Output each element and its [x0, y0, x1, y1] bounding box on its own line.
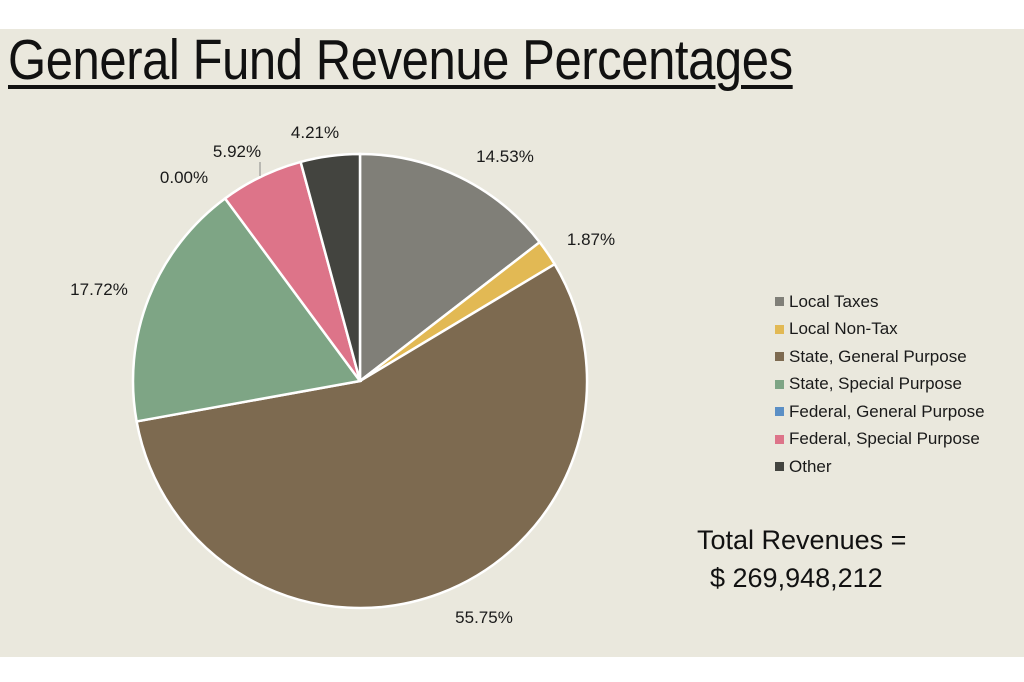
legend-swatch: [775, 379, 784, 389]
legend-swatch: [775, 462, 784, 472]
legend-swatch: [775, 297, 784, 307]
legend-label: Federal, Special Purpose: [789, 429, 980, 449]
legend-swatch: [775, 352, 784, 362]
pie-slice-state-general-purpose: [135, 262, 589, 610]
chart-title: General Fund Revenue Percentages: [8, 28, 793, 92]
legend-item-state-special-purpose: State, Special Purpose: [775, 371, 985, 399]
total-label: Total Revenues =: [697, 525, 907, 555]
legend-swatch: [775, 434, 784, 444]
legend-swatch: [775, 407, 784, 417]
pie-slice-other: [299, 152, 362, 382]
legend-label: Local Non-Tax: [789, 319, 898, 339]
legend-item-other: Other: [775, 453, 985, 481]
total-amount: $ 269,948,212: [710, 563, 883, 593]
data-label-local-non-tax: 1.87%: [566, 230, 616, 249]
data-label-federal-general-purpose: 0.00%: [159, 168, 209, 187]
legend-item-local-non-tax: Local Non-Tax: [775, 316, 985, 344]
legend-label: Federal, General Purpose: [789, 401, 985, 421]
legend-item-state-general-purpose: State, General Purpose: [775, 343, 985, 371]
legend-label: State, Special Purpose: [789, 374, 962, 394]
data-label-federal-special-purpose: 5.92%: [212, 142, 262, 161]
pie-slice-state-special-purpose: [131, 196, 363, 423]
data-label-state-general-purpose: 55.75%: [455, 608, 513, 627]
legend-label: Local Taxes: [789, 291, 879, 311]
total-revenues: Total Revenues = $ 269,948,212: [697, 521, 906, 597]
legend-item-local-taxes: Local Taxes: [775, 288, 985, 316]
legend-label: Other: [789, 456, 832, 476]
data-label-local-taxes: 14.53%: [476, 147, 534, 166]
data-label-other: 4.21%: [290, 123, 340, 142]
pie-slice-local-taxes: [358, 152, 542, 384]
legend: Local Taxes Local Non-Tax State, General P…: [775, 288, 985, 481]
legend-label: State, General Purpose: [789, 346, 967, 366]
data-label-state-special-purpose: 17.72%: [70, 280, 128, 299]
legend-item-federal-special-purpose: Federal, Special Purpose: [775, 426, 985, 454]
legend-item-federal-general-purpose: Federal, General Purpose: [775, 398, 985, 426]
legend-swatch: [775, 324, 784, 334]
